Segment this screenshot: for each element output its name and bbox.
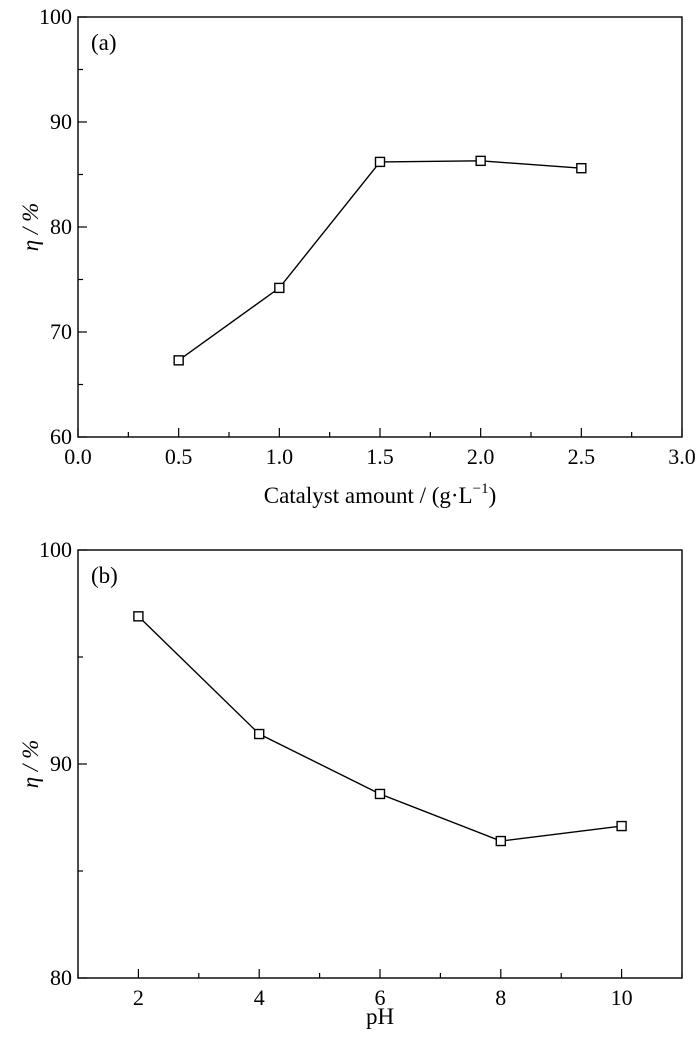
panel-label: (b) xyxy=(91,563,118,588)
data-point xyxy=(576,162,587,174)
x-tick-label: 8 xyxy=(495,985,506,1010)
plot-frame xyxy=(77,549,683,979)
x-tick-label: 4 xyxy=(254,985,265,1010)
plot-frame xyxy=(77,16,683,438)
y-tick-label: 100 xyxy=(39,537,72,562)
x-axis-label: pH xyxy=(366,1004,394,1029)
y-axis-label: η / % xyxy=(18,740,43,788)
y-tick-label: 90 xyxy=(50,751,72,776)
panel-label: (a) xyxy=(91,30,117,55)
x-tick-label: 0.5 xyxy=(165,444,193,469)
x-axis-label-sup: −1 xyxy=(473,481,489,497)
y-tick-label: 70 xyxy=(50,319,72,344)
series-line xyxy=(137,615,622,842)
data-point xyxy=(274,282,285,294)
y-axis-label: η / % xyxy=(18,203,43,251)
x-tick-label: 1.5 xyxy=(366,444,394,469)
x-axis-label: Catalyst amount / (g·L−1) xyxy=(264,481,497,508)
y-tick-label: 60 xyxy=(50,424,72,449)
data-point xyxy=(133,611,144,622)
x-tick-label: 2.0 xyxy=(467,444,495,469)
x-tick-label: 3.0 xyxy=(668,444,696,469)
y-tick-label: 80 xyxy=(50,214,72,239)
x-axis-label-main: Catalyst amount / (g·L xyxy=(264,483,473,508)
x-axis-label-main: pH xyxy=(366,1004,394,1029)
chart-a: 0.0 0.5 1.0 1.5 2.0 2.5 3.0 60 70 80 90 100 (a) Catal… xyxy=(18,4,696,508)
y-tick-label: 100 xyxy=(39,4,72,29)
y-tick-label: 80 xyxy=(50,965,72,990)
data-point xyxy=(253,728,265,740)
data-point xyxy=(374,156,386,168)
x-tick-label: 6 xyxy=(375,985,386,1010)
chart-b: 2 4 6 8 10 80 90 100 (b) pH η / % xyxy=(18,537,683,1029)
data-point xyxy=(616,820,627,832)
data-point xyxy=(495,835,506,847)
x-tick-label: 2.5 xyxy=(568,444,596,469)
y-tick-label: 90 xyxy=(50,109,72,134)
x-tick-label: 1.0 xyxy=(266,444,294,469)
data-point xyxy=(173,355,184,366)
data-point xyxy=(475,155,486,167)
x-tick-label: 2 xyxy=(133,985,144,1010)
x-tick-label: 10 xyxy=(611,985,633,1010)
x-tick-label: 0.0 xyxy=(64,444,92,469)
data-point xyxy=(374,788,386,800)
x-axis-label-close: ) xyxy=(489,483,497,508)
series-line xyxy=(178,160,582,361)
